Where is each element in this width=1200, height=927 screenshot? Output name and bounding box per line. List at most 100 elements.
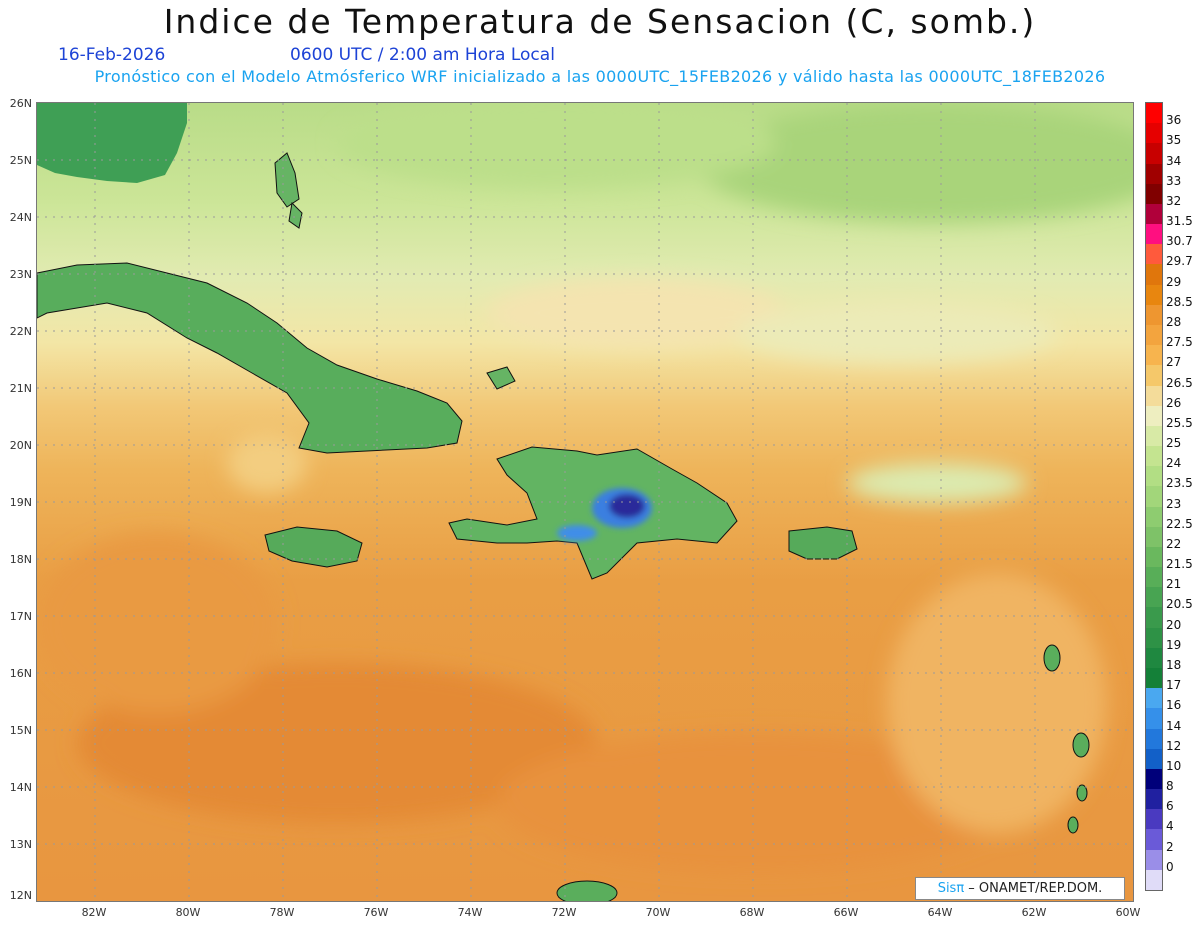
colorbar-label: 18 <box>1166 658 1182 673</box>
lon-label: 74W <box>457 906 483 919</box>
colorbar-label: 4 <box>1166 819 1174 834</box>
colorbar-cell <box>1146 587 1162 608</box>
lat-label: 20N <box>9 439 32 452</box>
brand-prefix: Sis <box>937 881 957 896</box>
lon-label: 66W <box>833 906 859 919</box>
colorbar-label: 28.5 <box>1166 294 1193 309</box>
lat-label: 21N <box>9 382 32 395</box>
lon-label: 72W <box>551 906 577 919</box>
colorbar-cell <box>1146 103 1162 124</box>
credit-text: – ONAMET/REP.DOM. <box>964 881 1103 896</box>
colorbar-label: 14 <box>1166 718 1182 733</box>
colorbar-cell <box>1146 244 1162 265</box>
lon-label: 68W <box>739 906 765 919</box>
colorbar-label: 17 <box>1166 678 1182 693</box>
lat-label: 18N <box>9 553 32 566</box>
lon-label: 62W <box>1021 906 1047 919</box>
forecast-time: 0600 UTC / 2:00 am Hora Local <box>290 45 555 65</box>
colorbar-cell <box>1146 506 1162 528</box>
colorbar-cell <box>1146 809 1162 830</box>
colorbar-label: 22.5 <box>1166 516 1193 531</box>
colorbar-label: 32 <box>1166 193 1182 208</box>
colorbar-cell <box>1146 143 1162 165</box>
lon-label: 82W <box>81 906 107 919</box>
graticule <box>37 103 1133 901</box>
colorbar-cell <box>1146 345 1162 366</box>
colorbar-label: 25 <box>1166 436 1182 451</box>
colorbar-cell <box>1146 607 1162 629</box>
colorbar-label: 6 <box>1166 799 1174 814</box>
colorbar-cell <box>1146 324 1162 346</box>
credit-box: Sisπ – ONAMET/REP.DOM. <box>915 877 1125 900</box>
puerto-rico-land <box>788 526 858 560</box>
colorbar-label: 24 <box>1166 456 1182 471</box>
colorbar-label: 34 <box>1166 153 1182 168</box>
lon-label: 64W <box>927 906 953 919</box>
colorbar-cell <box>1146 829 1162 851</box>
colorbar-label: 20 <box>1166 617 1182 632</box>
lat-label: 26N <box>9 97 32 110</box>
colorbar-cell <box>1146 446 1162 467</box>
colorbar-cell <box>1146 466 1162 487</box>
colorbar-cell <box>1146 567 1162 588</box>
colorbar-cell <box>1146 123 1162 144</box>
colorbar-cell <box>1146 748 1162 770</box>
lat-label: 24N <box>9 211 32 224</box>
colorbar-label: 35 <box>1166 133 1182 148</box>
lon-label: 60W <box>1115 906 1141 919</box>
colorbar-cell <box>1146 203 1162 225</box>
colorbar-label: 20.5 <box>1166 597 1193 612</box>
colorbar-label: 23 <box>1166 496 1182 511</box>
colorbar-label: 33 <box>1166 173 1182 188</box>
jamaica-land <box>264 526 363 568</box>
colorbar-label: 21 <box>1166 577 1182 592</box>
colorbar-cell <box>1146 304 1162 326</box>
colorbar-label: 27.5 <box>1166 335 1193 350</box>
colorbar-label: 19 <box>1166 637 1182 652</box>
lon-label: 80W <box>175 906 201 919</box>
lat-label: 23N <box>9 268 32 281</box>
bahamas-islands <box>274 152 516 390</box>
colorbar-cell <box>1146 768 1162 790</box>
colorbar-label: 25.5 <box>1166 415 1193 430</box>
lat-label: 22N <box>9 325 32 338</box>
colorbar-cell <box>1146 668 1162 689</box>
lon-label: 78W <box>269 906 295 919</box>
lat-label: 19N <box>9 496 32 509</box>
colorbar-cell <box>1146 284 1162 306</box>
colorbar-label: 21.5 <box>1166 557 1193 572</box>
colorbar-cell <box>1146 224 1162 245</box>
lat-label: 17N <box>9 610 32 623</box>
colorbar-cell <box>1146 627 1162 649</box>
colorbar-cell <box>1146 546 1162 568</box>
colorbar <box>1145 102 1163 891</box>
temperature-map <box>36 102 1134 902</box>
colorbar-label: 29.7 <box>1166 254 1193 269</box>
colorbar-label: 30.7 <box>1166 234 1193 249</box>
temperature-patches <box>37 103 1133 873</box>
lat-label: 13N <box>9 838 32 851</box>
colorbar-cell <box>1146 728 1162 750</box>
colorbar-cell <box>1146 264 1162 286</box>
colorbar-cell <box>1146 425 1162 447</box>
colorbar-label: 2 <box>1166 839 1174 854</box>
colorbar-label: 8 <box>1166 779 1174 794</box>
colorbar-cell <box>1146 869 1162 891</box>
lat-label: 15N <box>9 724 32 737</box>
colorbar-cell <box>1146 708 1162 730</box>
colorbar-label: 28 <box>1166 314 1182 329</box>
colorbar-cell <box>1146 789 1162 810</box>
colorbar-cell <box>1146 647 1162 669</box>
cuba-land <box>37 262 463 454</box>
colorbar-label: 22 <box>1166 536 1182 551</box>
colorbar-cell <box>1146 405 1162 427</box>
colorbar-label: 10 <box>1166 758 1182 773</box>
lon-label: 76W <box>363 906 389 919</box>
lesser-antilles <box>556 644 1090 901</box>
forecast-date: 16-Feb-2026 <box>58 45 166 65</box>
colorbar-label: 27 <box>1166 355 1182 370</box>
colorbar-label: 36 <box>1166 113 1182 128</box>
colorbar-cell <box>1146 163 1162 185</box>
model-info: Pronóstico con el Modelo Atmósferico WRF… <box>94 67 1106 86</box>
colorbar-cell <box>1146 486 1162 508</box>
